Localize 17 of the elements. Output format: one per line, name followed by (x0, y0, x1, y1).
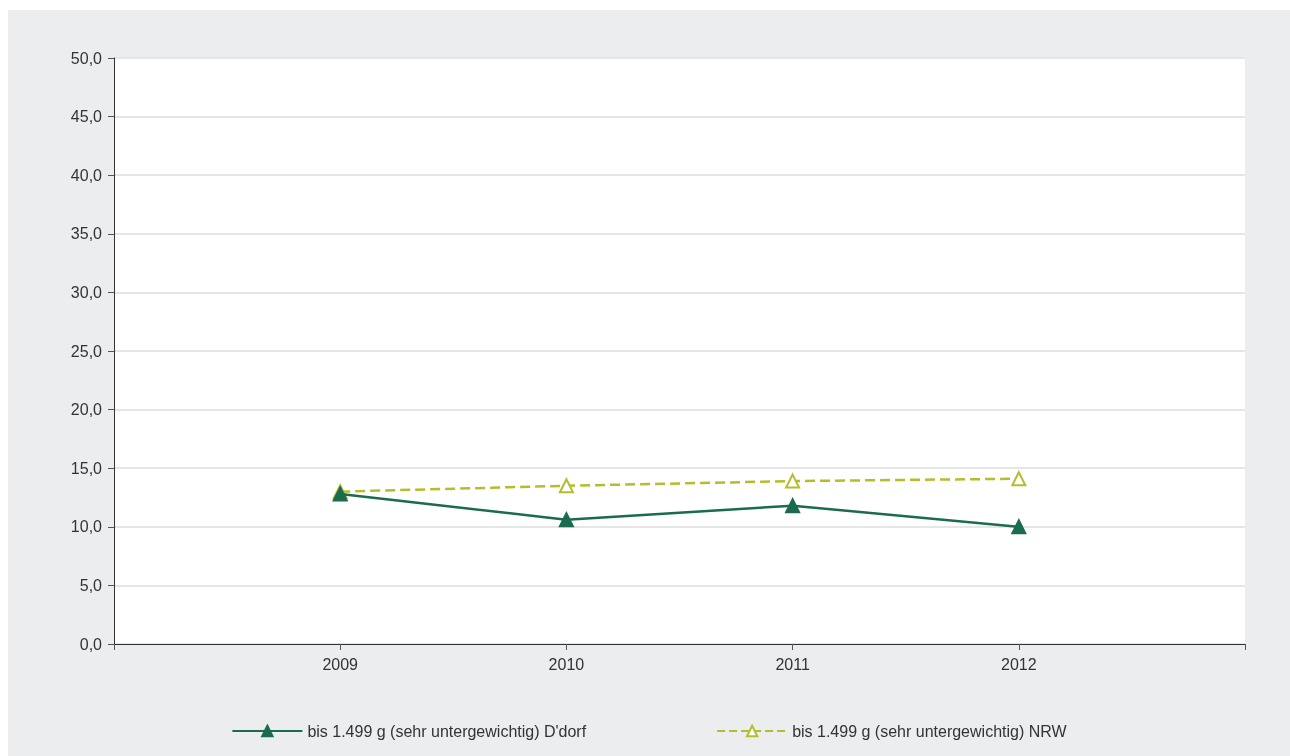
y-tick-label: 45,0 (70, 108, 103, 126)
legend-label: bis 1.499 g (sehr untergewichtig) D'dorf (307, 722, 587, 740)
legend-label: bis 1.499 g (sehr untergewichtig) NRW (792, 722, 1068, 740)
x-tick-label: 2011 (775, 655, 810, 673)
y-tick-label: 5,0 (79, 576, 103, 594)
y-tick-label: 30,0 (70, 283, 103, 301)
y-tick-label: 40,0 (70, 166, 103, 184)
x-tick-label: 2009 (322, 655, 359, 673)
y-tick-label: 20,0 (70, 401, 103, 419)
y-tick-label: 50,0 (70, 49, 103, 67)
x-tick-label: 2010 (548, 655, 585, 673)
y-tick-label: 25,0 (70, 342, 103, 360)
y-tick-label: 35,0 (70, 225, 103, 243)
y-tick-label: 15,0 (70, 459, 103, 477)
x-tick-label: 2012 (1001, 655, 1037, 673)
y-tick-label: 10,0 (70, 518, 103, 536)
y-tick-label: 0,0 (79, 635, 103, 653)
